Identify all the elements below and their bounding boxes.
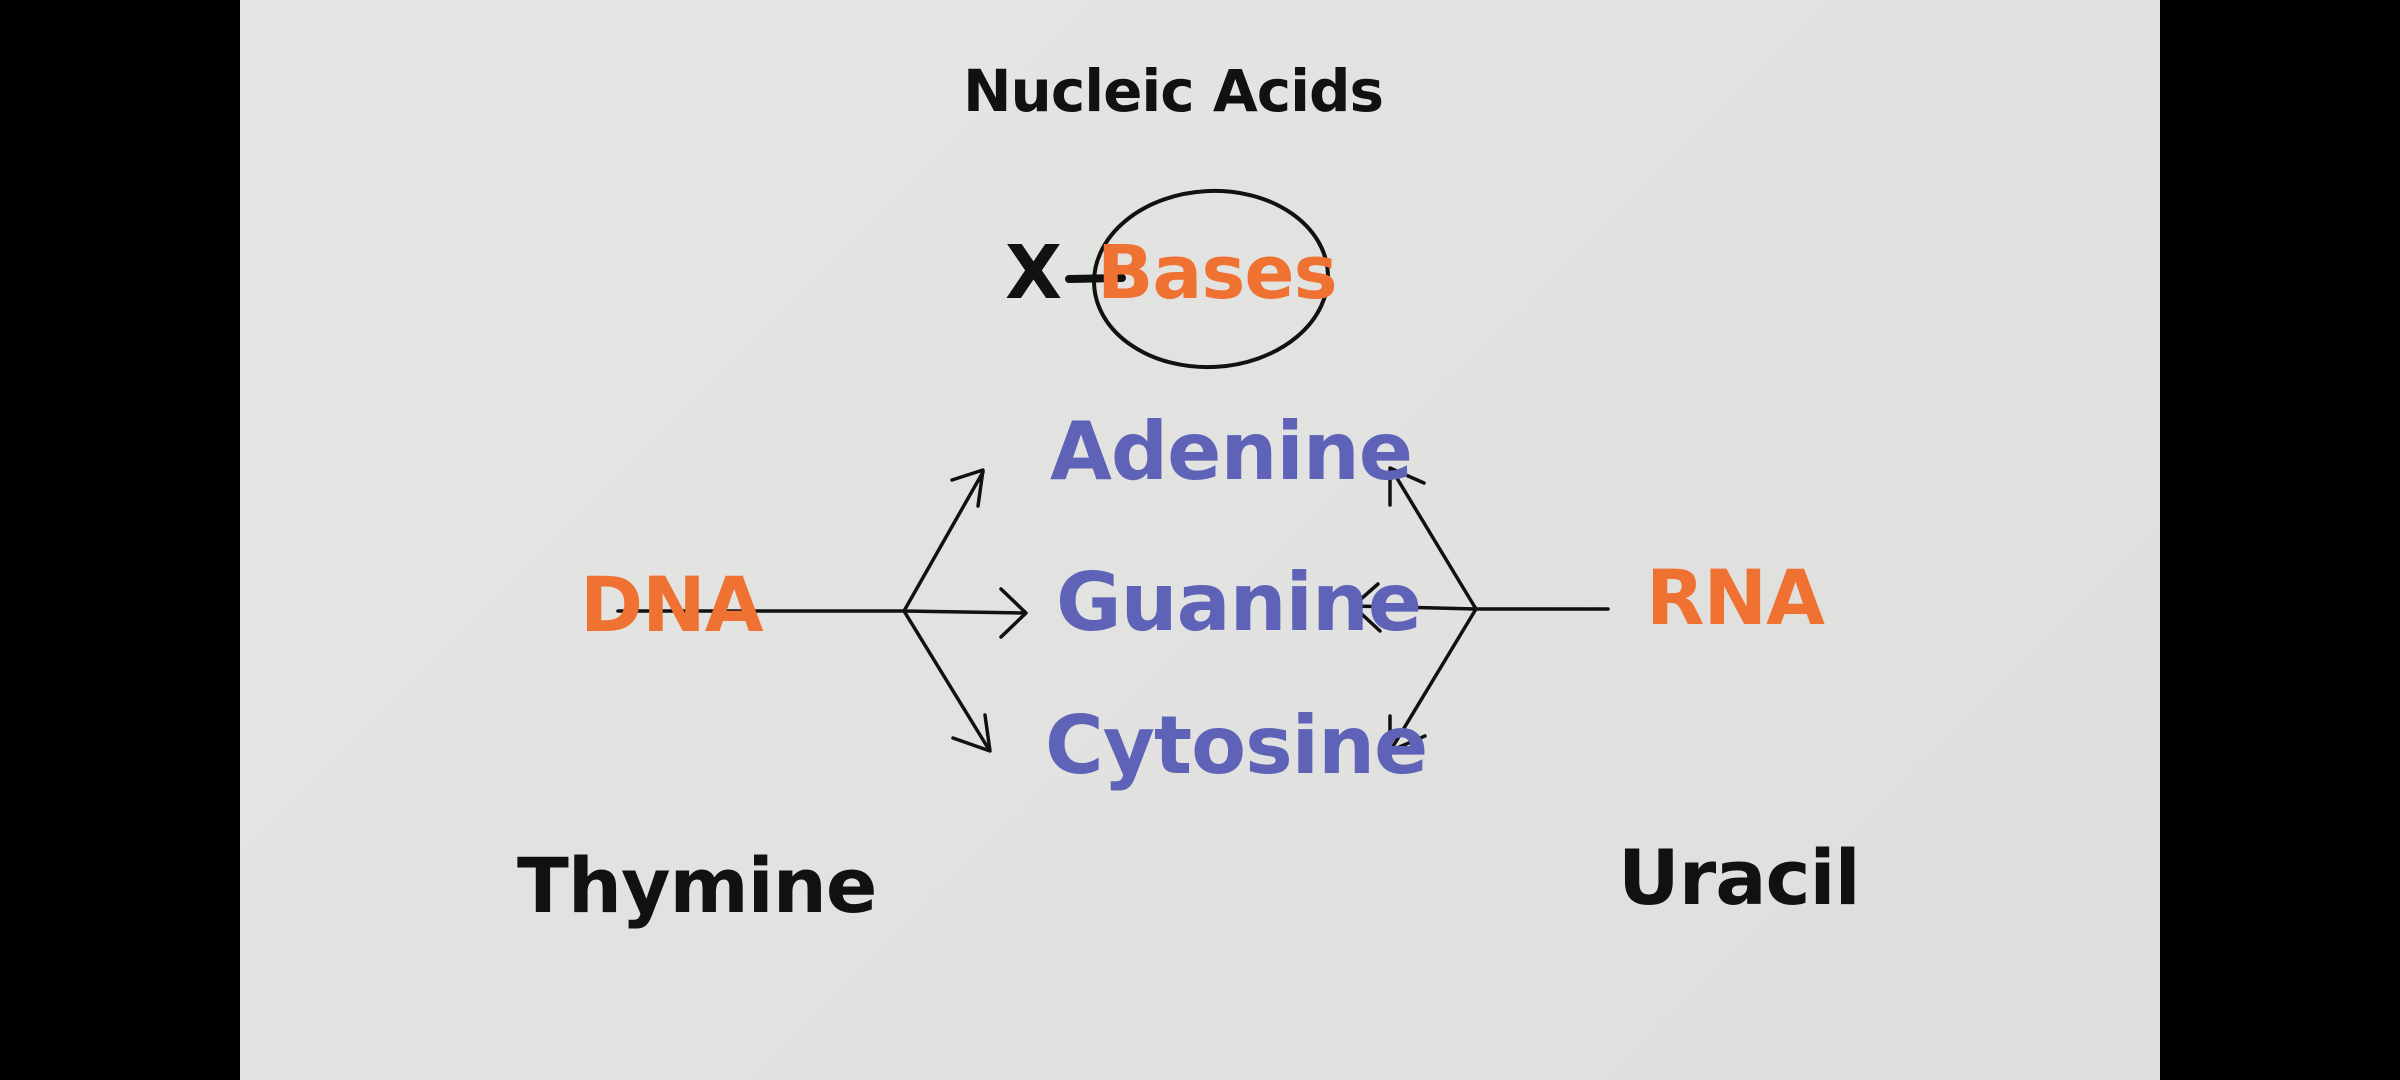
dna-label: DNA	[580, 560, 764, 649]
dna-arrowhead-cytosine	[951, 713, 992, 753]
rna-arrowhead-cytosine	[1388, 714, 1427, 753]
dna-arrow-cytosine	[902, 609, 990, 750]
rna-arrow-cytosine	[1390, 607, 1478, 750]
rna-arrow-guanine	[1353, 604, 1478, 611]
dna-arrowhead-guanine	[999, 587, 1028, 639]
dna-arrow-adenine	[902, 470, 985, 613]
base-adenine: Adenine	[1050, 405, 1413, 498]
rna-arrow-adenine	[1390, 468, 1478, 611]
rna-label: RNA	[1646, 553, 1825, 642]
rna-arrows	[1351, 466, 1610, 753]
dna-specific-base-thymine: Thymine	[517, 841, 877, 930]
diagram-title: Nucleic Acids	[963, 57, 1384, 125]
x-bases-dash	[1065, 274, 1126, 283]
rna-arrowhead-guanine	[1351, 582, 1382, 633]
base-cytosine: Cytosine	[1045, 699, 1428, 792]
dna-arrowhead-adenine	[950, 468, 985, 508]
rna-specific-base-uracil: Uracil	[1618, 833, 1861, 922]
diagram-connectors	[616, 188, 1610, 753]
dna-arrows	[616, 468, 1028, 753]
whiteboard: Nucleic Acids X Bases Adenine Guanine Cy…	[240, 0, 2160, 1080]
bases-label: Bases	[1097, 230, 1338, 316]
base-guanine: Guanine	[1056, 556, 1422, 649]
dna-arrow-guanine	[902, 609, 1025, 615]
bases-circle	[1092, 188, 1330, 370]
x-mark: X	[1005, 230, 1062, 316]
rna-arrowhead-adenine	[1388, 466, 1426, 507]
